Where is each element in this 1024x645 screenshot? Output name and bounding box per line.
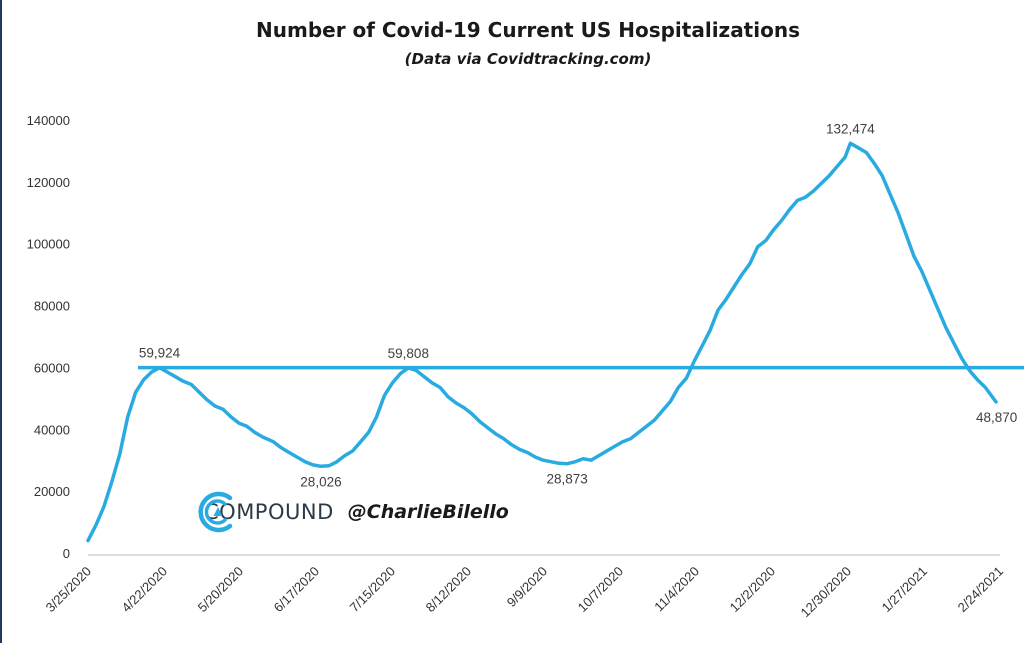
y-tick-label: 100000 xyxy=(27,237,70,252)
compound-c-logo-icon xyxy=(198,491,233,533)
y-tick-label: 60000 xyxy=(34,360,70,375)
x-tick-label: 1/27/2021 xyxy=(879,564,931,616)
y-tick-label: 120000 xyxy=(27,175,70,190)
x-tick-label: 5/20/2020 xyxy=(195,564,247,616)
y-tick-label: 140000 xyxy=(27,113,70,128)
brand-handle: @CharlieBilello xyxy=(347,501,509,523)
branding: COMPOUND @CharlieBilello xyxy=(196,490,509,534)
x-tick-label: 7/15/2020 xyxy=(347,564,399,616)
x-tick-label: 2/24/2021 xyxy=(955,564,1007,616)
data-label: 28,026 xyxy=(300,474,341,489)
data-label: 28,873 xyxy=(547,472,588,487)
y-tick-label: 0 xyxy=(63,546,70,561)
x-tick-label: 11/4/2020 xyxy=(651,564,702,615)
y-tick-label: 40000 xyxy=(34,422,70,437)
x-tick-label: 3/25/2020 xyxy=(43,564,95,616)
data-label: 59,924 xyxy=(139,346,181,361)
chart-subtitle: (Data via Covidtracking.com) xyxy=(404,50,652,68)
data-label: 132,474 xyxy=(826,121,875,136)
chart-title: Number of Covid-19 Current US Hospitaliz… xyxy=(256,18,800,42)
x-tick-label: 12/30/2020 xyxy=(797,564,854,621)
data-label: 48,870 xyxy=(976,410,1017,425)
x-tick-label: 12/2/2020 xyxy=(727,564,779,616)
x-tick-label: 9/9/2020 xyxy=(504,564,550,610)
x-tick-label: 10/7/2020 xyxy=(575,564,627,616)
data-label: 59,808 xyxy=(388,346,429,361)
x-tick-label: 6/17/2020 xyxy=(271,564,323,616)
y-tick-label: 80000 xyxy=(34,299,70,314)
x-tick-label: 4/22/2020 xyxy=(119,564,171,616)
y-tick-label: 20000 xyxy=(34,484,70,499)
x-tick-label: 8/12/2020 xyxy=(423,564,475,616)
series-line xyxy=(86,141,998,543)
